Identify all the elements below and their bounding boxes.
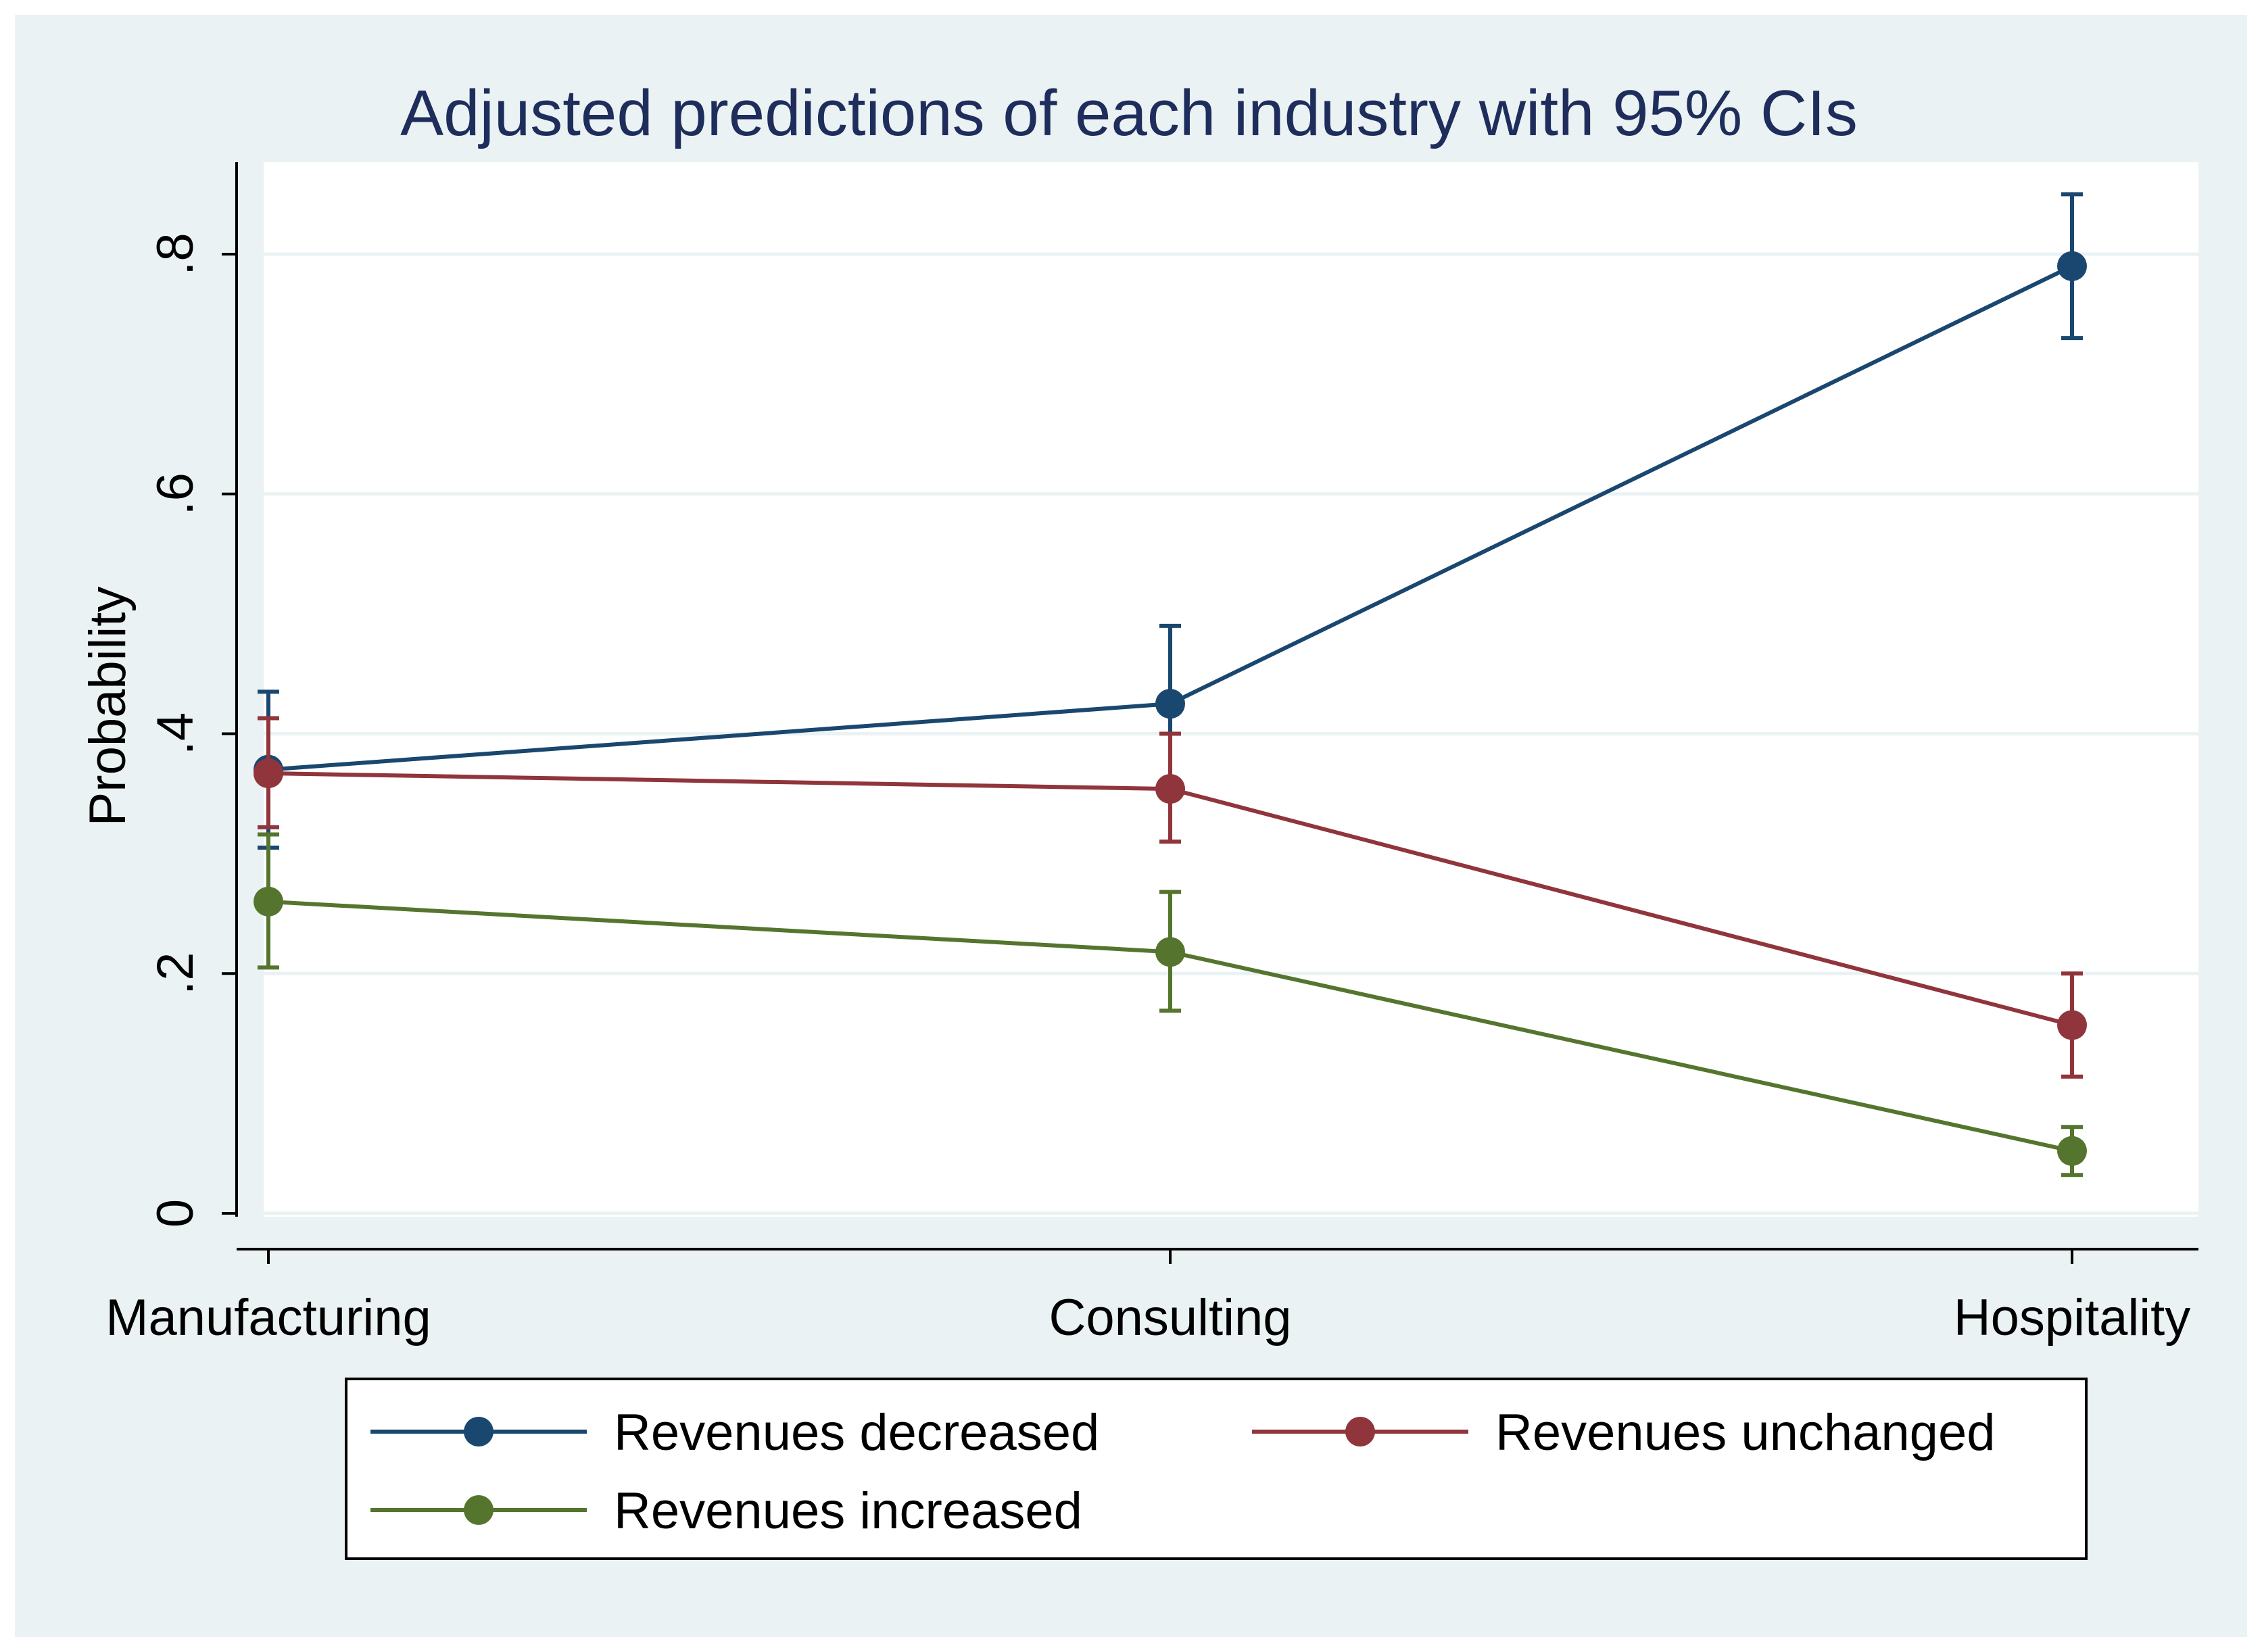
legend-box	[345, 1378, 2088, 1560]
legend-item: Revenues decreased	[370, 1404, 1099, 1461]
x-tick-label: Manufacturing	[105, 1289, 431, 1346]
data-point	[1155, 689, 1185, 719]
data-point	[2057, 1010, 2087, 1040]
legend: Revenues decreased Revenues unchanged Reve…	[345, 1378, 2088, 1560]
series-revenues-increased	[254, 832, 2087, 1177]
legend-item: Revenues unchanged	[1252, 1404, 1995, 1461]
data-point	[2057, 1136, 2087, 1166]
legend-item: Revenues increased	[370, 1482, 1082, 1540]
legend-swatch-marker	[1345, 1417, 1375, 1447]
legend-swatch-marker	[464, 1495, 494, 1525]
y-tick-label: .4	[147, 712, 204, 755]
x-tick-label: Consulting	[1049, 1289, 1291, 1346]
y-axis-label: Probability	[79, 587, 137, 827]
data-point	[254, 886, 283, 917]
y-tick-label: 0	[147, 1199, 204, 1228]
x-axis-ticks: Manufacturing Consulting Hospitality	[105, 1249, 2190, 1346]
y-tick-label: .6	[147, 472, 204, 515]
series-revenues-unchanged	[254, 716, 2087, 1079]
data-point	[254, 758, 283, 789]
chart-title: Adjusted predictions of each industry wi…	[400, 77, 1858, 149]
data-point	[2057, 251, 2087, 281]
y-tick-label: .2	[147, 952, 204, 995]
y-axis-ticks: 0 .2 .4 .6 .8	[147, 233, 237, 1228]
x-tick-label: Hospitality	[1954, 1289, 2191, 1346]
legend-label: Revenues increased	[614, 1482, 1082, 1540]
data-point	[1155, 937, 1185, 967]
data-point	[1155, 774, 1185, 804]
plot-area	[264, 162, 2198, 1217]
legend-label: Revenues decreased	[614, 1404, 1099, 1461]
y-tick-label: .8	[147, 233, 204, 275]
legend-label: Revenues unchanged	[1495, 1404, 1995, 1461]
series-layer	[254, 192, 2087, 1177]
legend-swatch-marker	[464, 1417, 494, 1447]
